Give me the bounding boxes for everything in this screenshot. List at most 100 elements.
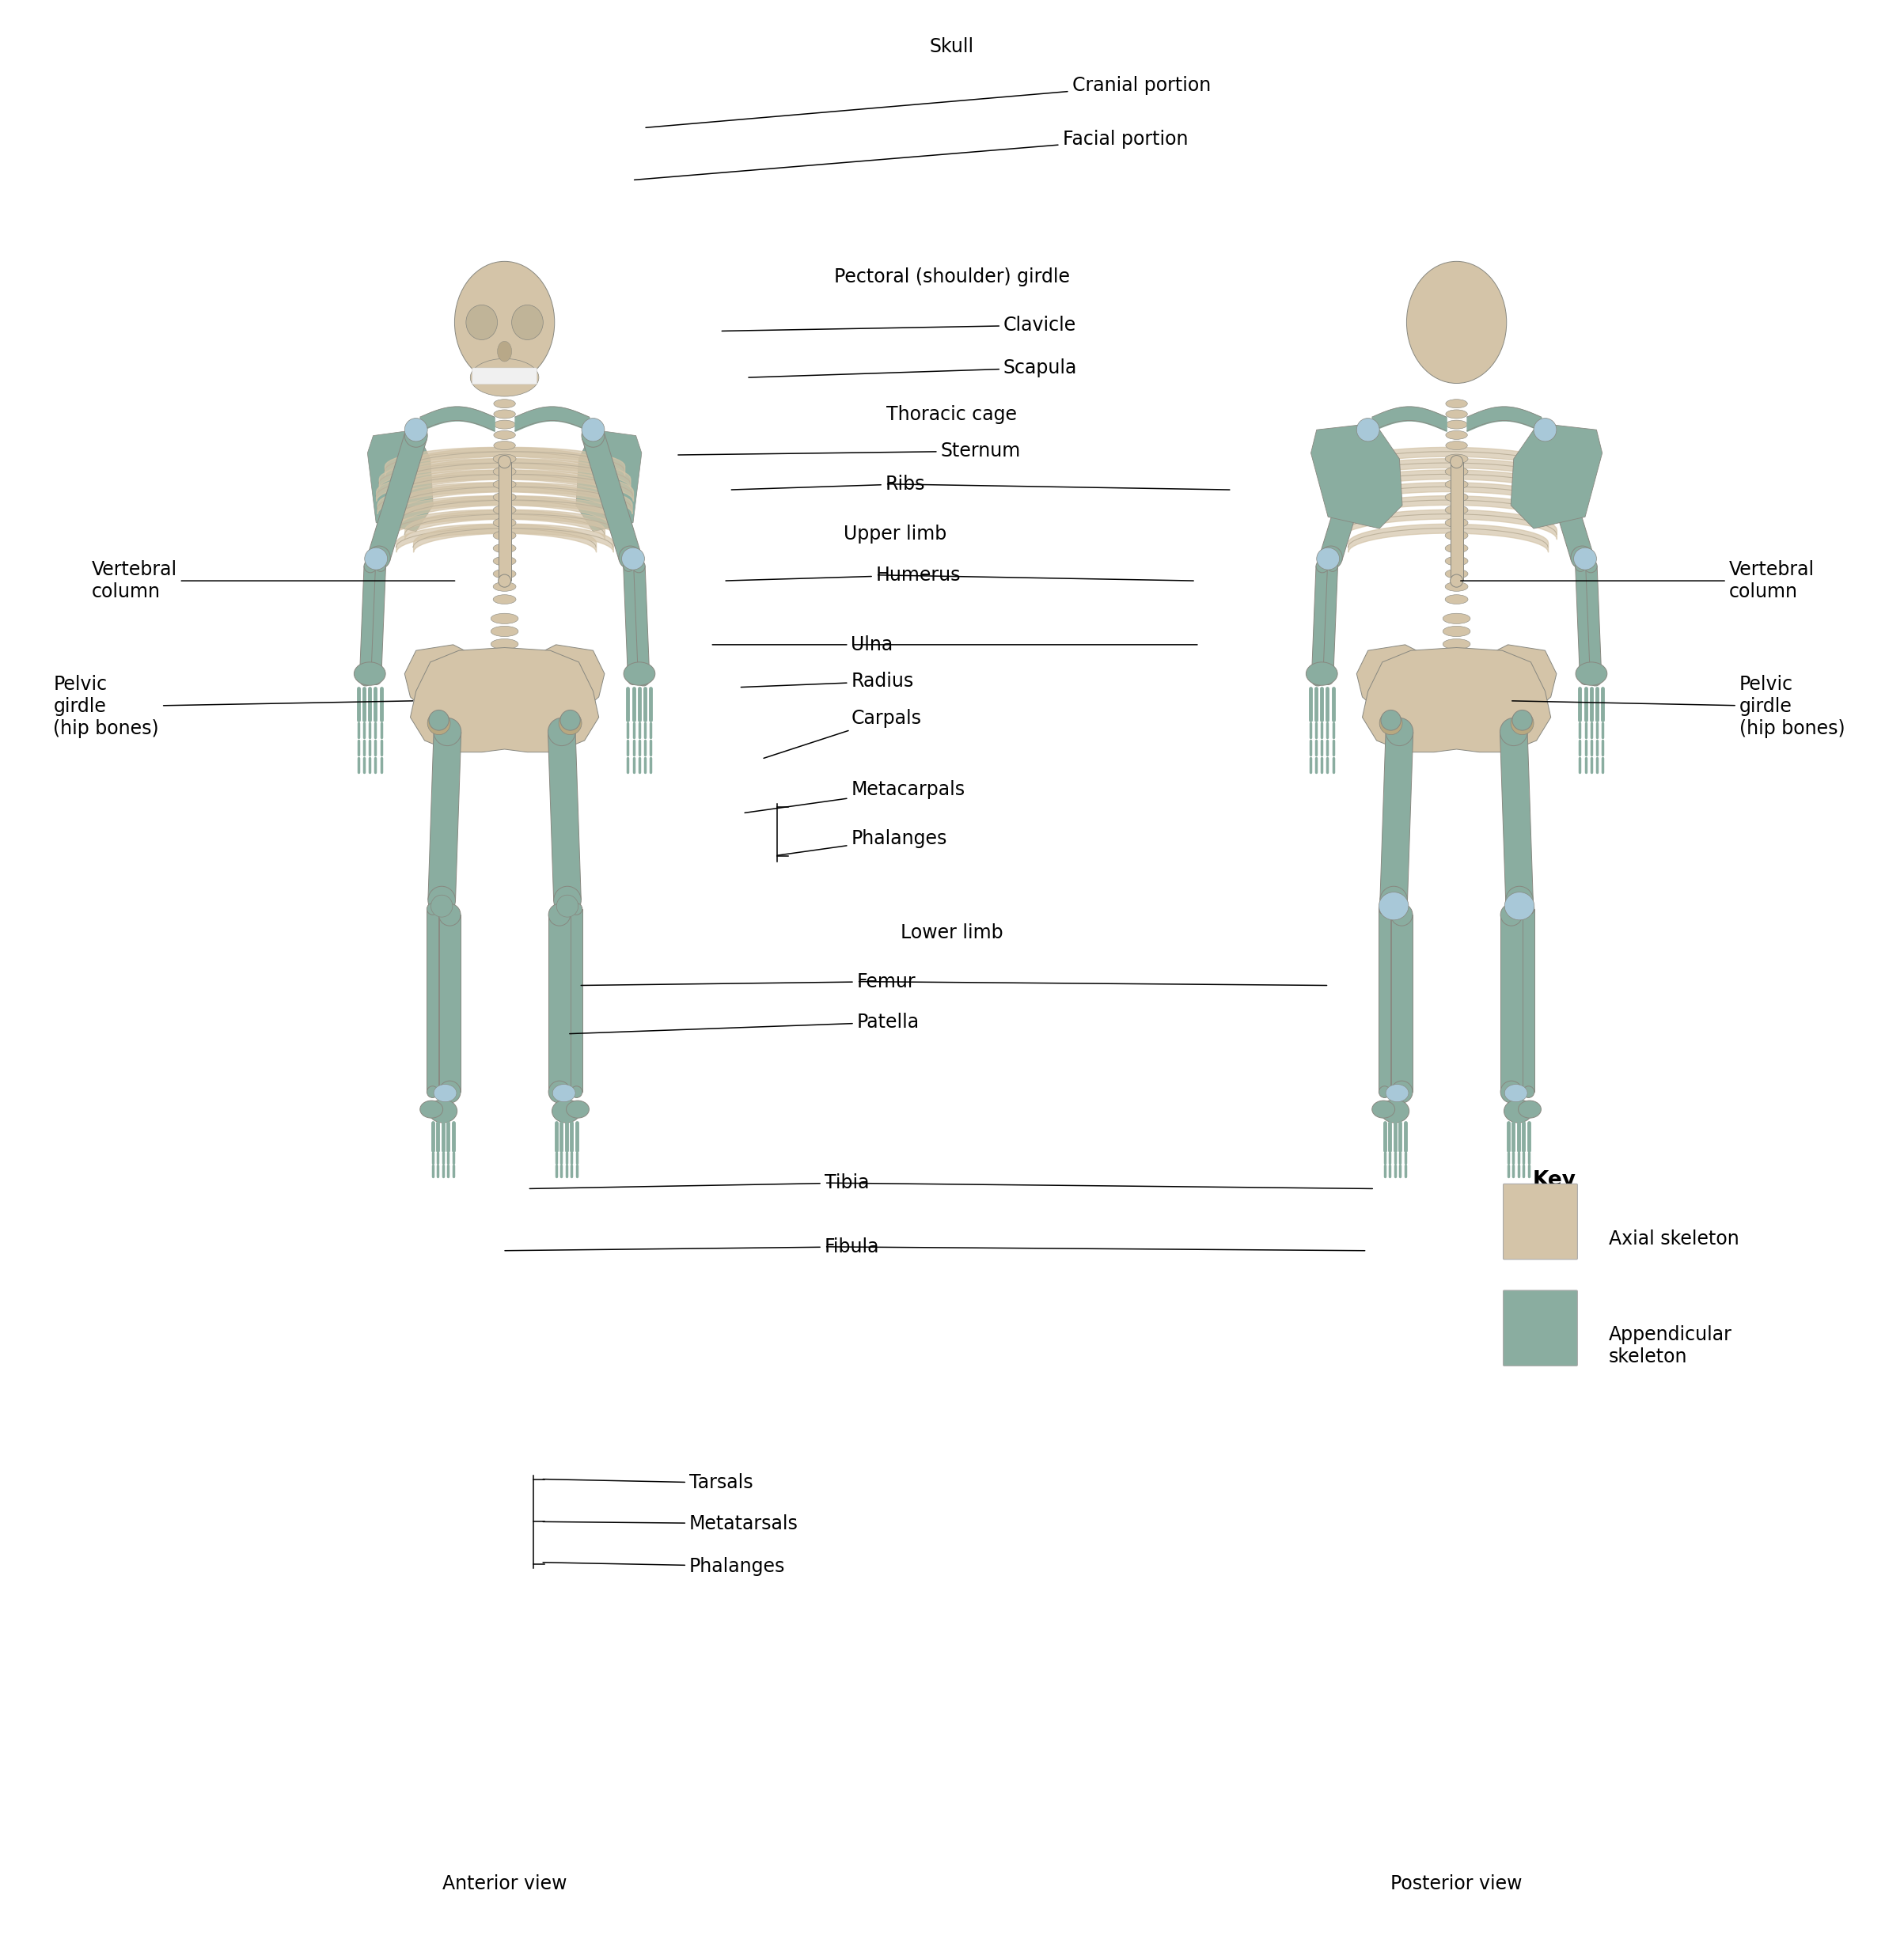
Text: Key: Key [1533,1169,1577,1191]
Ellipse shape [1445,556,1468,565]
Ellipse shape [493,455,516,463]
Text: Pelvic
girdle
(hip bones): Pelvic girdle (hip bones) [53,676,413,738]
Ellipse shape [583,418,605,441]
Ellipse shape [1512,711,1533,730]
Polygon shape [632,565,649,680]
Polygon shape [1584,565,1601,680]
Ellipse shape [1500,1080,1523,1104]
Ellipse shape [1378,712,1403,736]
Ellipse shape [1323,674,1333,685]
Ellipse shape [1517,1100,1540,1119]
Ellipse shape [371,674,381,685]
Ellipse shape [571,1086,583,1098]
Ellipse shape [1577,662,1607,685]
Ellipse shape [375,561,387,571]
Ellipse shape [491,625,518,637]
Polygon shape [1356,645,1424,714]
Text: Thoracic cage: Thoracic cage [887,405,1017,424]
Polygon shape [406,645,472,714]
Ellipse shape [548,718,575,745]
Text: Sternum: Sternum [678,441,1021,461]
Ellipse shape [625,662,655,685]
Polygon shape [548,916,571,1092]
Ellipse shape [1504,1100,1533,1123]
Ellipse shape [493,505,516,515]
Ellipse shape [1504,892,1535,920]
Ellipse shape [1445,480,1468,490]
Ellipse shape [491,664,518,676]
Ellipse shape [434,718,461,745]
Ellipse shape [499,455,510,469]
Ellipse shape [1500,718,1527,745]
Ellipse shape [1451,455,1462,469]
Ellipse shape [556,894,579,918]
Ellipse shape [1445,455,1468,463]
Ellipse shape [466,306,497,341]
Text: Vertebral
column: Vertebral column [1460,560,1815,602]
Polygon shape [583,432,642,561]
Ellipse shape [428,1100,457,1123]
Ellipse shape [366,548,388,569]
Ellipse shape [1535,418,1557,441]
Ellipse shape [493,467,516,476]
Text: Axial skeleton: Axial skeleton [1609,1229,1738,1249]
FancyBboxPatch shape [472,368,537,383]
Ellipse shape [1445,441,1468,449]
Text: Scapula: Scapula [748,358,1078,378]
Ellipse shape [628,674,638,685]
Ellipse shape [1318,548,1340,569]
Ellipse shape [491,639,518,649]
Ellipse shape [406,424,428,447]
Ellipse shape [1386,1084,1409,1102]
Ellipse shape [421,1100,444,1119]
Text: Carpals: Carpals [764,709,922,759]
Ellipse shape [1443,652,1470,662]
Polygon shape [426,910,438,1092]
Ellipse shape [560,712,583,736]
Ellipse shape [430,894,453,918]
Ellipse shape [1316,560,1329,573]
Ellipse shape [1380,711,1401,730]
Text: Ribs: Ribs [731,474,925,494]
Ellipse shape [1445,505,1468,515]
Ellipse shape [560,711,581,730]
Text: Ulna: Ulna [712,635,893,654]
Ellipse shape [493,519,516,527]
Text: Pectoral (shoulder) girdle: Pectoral (shoulder) girdle [834,267,1070,287]
Ellipse shape [1504,1084,1527,1102]
Text: Anterior view: Anterior view [442,1874,567,1893]
Ellipse shape [1356,418,1378,441]
Polygon shape [499,463,510,581]
Ellipse shape [1445,420,1468,430]
Ellipse shape [1373,1100,1396,1119]
Ellipse shape [493,492,516,501]
Ellipse shape [493,420,516,430]
Text: Cranial portion: Cranial portion [645,76,1211,128]
Ellipse shape [1378,1086,1390,1098]
Polygon shape [575,430,642,532]
Ellipse shape [1443,625,1470,637]
Ellipse shape [1407,261,1506,383]
Ellipse shape [367,546,390,569]
FancyBboxPatch shape [1504,1291,1578,1367]
Polygon shape [411,647,598,753]
Text: Phalanges: Phalanges [543,1557,784,1576]
Polygon shape [1438,680,1478,714]
Text: Femur: Femur [581,972,916,991]
Ellipse shape [1445,594,1468,604]
Ellipse shape [440,1080,461,1104]
Polygon shape [1500,916,1523,1092]
Ellipse shape [493,530,516,540]
Ellipse shape [1445,492,1468,501]
Text: Phalanges: Phalanges [777,829,946,856]
Text: Upper limb: Upper limb [843,525,946,544]
Polygon shape [1310,424,1401,529]
Polygon shape [484,680,526,714]
Ellipse shape [548,904,571,925]
Polygon shape [548,732,581,900]
Polygon shape [1489,645,1557,714]
Polygon shape [438,916,461,1092]
Text: Fibula: Fibula [505,1237,880,1256]
Ellipse shape [1445,399,1468,408]
Ellipse shape [1512,712,1535,736]
